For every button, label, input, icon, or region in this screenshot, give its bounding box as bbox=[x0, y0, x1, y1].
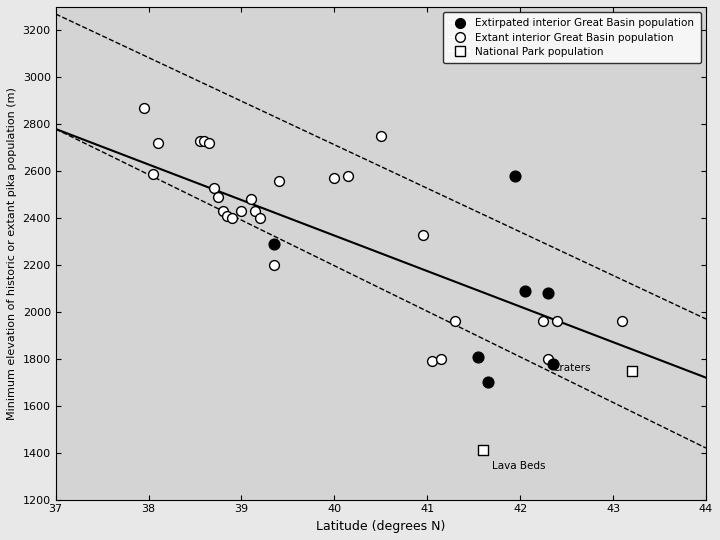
Extant interior Great Basin population bbox=[203, 139, 215, 147]
Extant interior Great Basin population bbox=[343, 172, 354, 180]
Extant interior Great Basin population bbox=[138, 104, 150, 112]
National Park population bbox=[477, 446, 489, 455]
Extant interior Great Basin population bbox=[375, 132, 387, 140]
Extant interior Great Basin population bbox=[254, 214, 266, 222]
Extant interior Great Basin population bbox=[328, 174, 340, 183]
Extirpated interior Great Basin population bbox=[482, 378, 493, 387]
Text: Lava Beds: Lava Beds bbox=[492, 461, 546, 471]
X-axis label: Latitude (degrees N): Latitude (degrees N) bbox=[316, 520, 446, 533]
Extant interior Great Basin population bbox=[152, 139, 163, 147]
Extant interior Great Basin population bbox=[212, 193, 224, 201]
Extant interior Great Basin population bbox=[426, 357, 438, 366]
Text: Craters: Craters bbox=[553, 362, 591, 373]
Extant interior Great Basin population bbox=[148, 169, 159, 178]
Extirpated interior Great Basin population bbox=[542, 289, 554, 298]
Extirpated interior Great Basin population bbox=[472, 352, 484, 361]
Extant interior Great Basin population bbox=[199, 137, 210, 145]
Extant interior Great Basin population bbox=[542, 355, 554, 363]
Extirpated interior Great Basin population bbox=[268, 240, 279, 248]
Extant interior Great Basin population bbox=[222, 212, 233, 220]
Extant interior Great Basin population bbox=[194, 137, 205, 145]
Extant interior Great Basin population bbox=[226, 214, 238, 222]
Extant interior Great Basin population bbox=[538, 317, 549, 326]
Extant interior Great Basin population bbox=[552, 317, 563, 326]
Extirpated interior Great Basin population bbox=[547, 359, 559, 368]
Extant interior Great Basin population bbox=[208, 183, 220, 192]
Extant interior Great Basin population bbox=[250, 207, 261, 215]
Extant interior Great Basin population bbox=[616, 317, 628, 326]
Extant interior Great Basin population bbox=[417, 230, 428, 239]
Extirpated interior Great Basin population bbox=[510, 172, 521, 180]
Extant interior Great Basin population bbox=[268, 261, 279, 269]
Extirpated interior Great Basin population bbox=[519, 287, 531, 295]
Legend: Extirpated interior Great Basin population, Extant interior Great Basin populati: Extirpated interior Great Basin populati… bbox=[444, 12, 701, 63]
National Park population bbox=[626, 366, 637, 375]
Y-axis label: Minimum elevation of historic or extant pika population (m): Minimum elevation of historic or extant … bbox=[7, 87, 17, 420]
Extant interior Great Basin population bbox=[273, 176, 284, 185]
Extant interior Great Basin population bbox=[436, 355, 447, 363]
Extant interior Great Basin population bbox=[235, 207, 247, 215]
Extant interior Great Basin population bbox=[217, 207, 228, 215]
Extant interior Great Basin population bbox=[449, 317, 461, 326]
Extant interior Great Basin population bbox=[245, 195, 256, 204]
